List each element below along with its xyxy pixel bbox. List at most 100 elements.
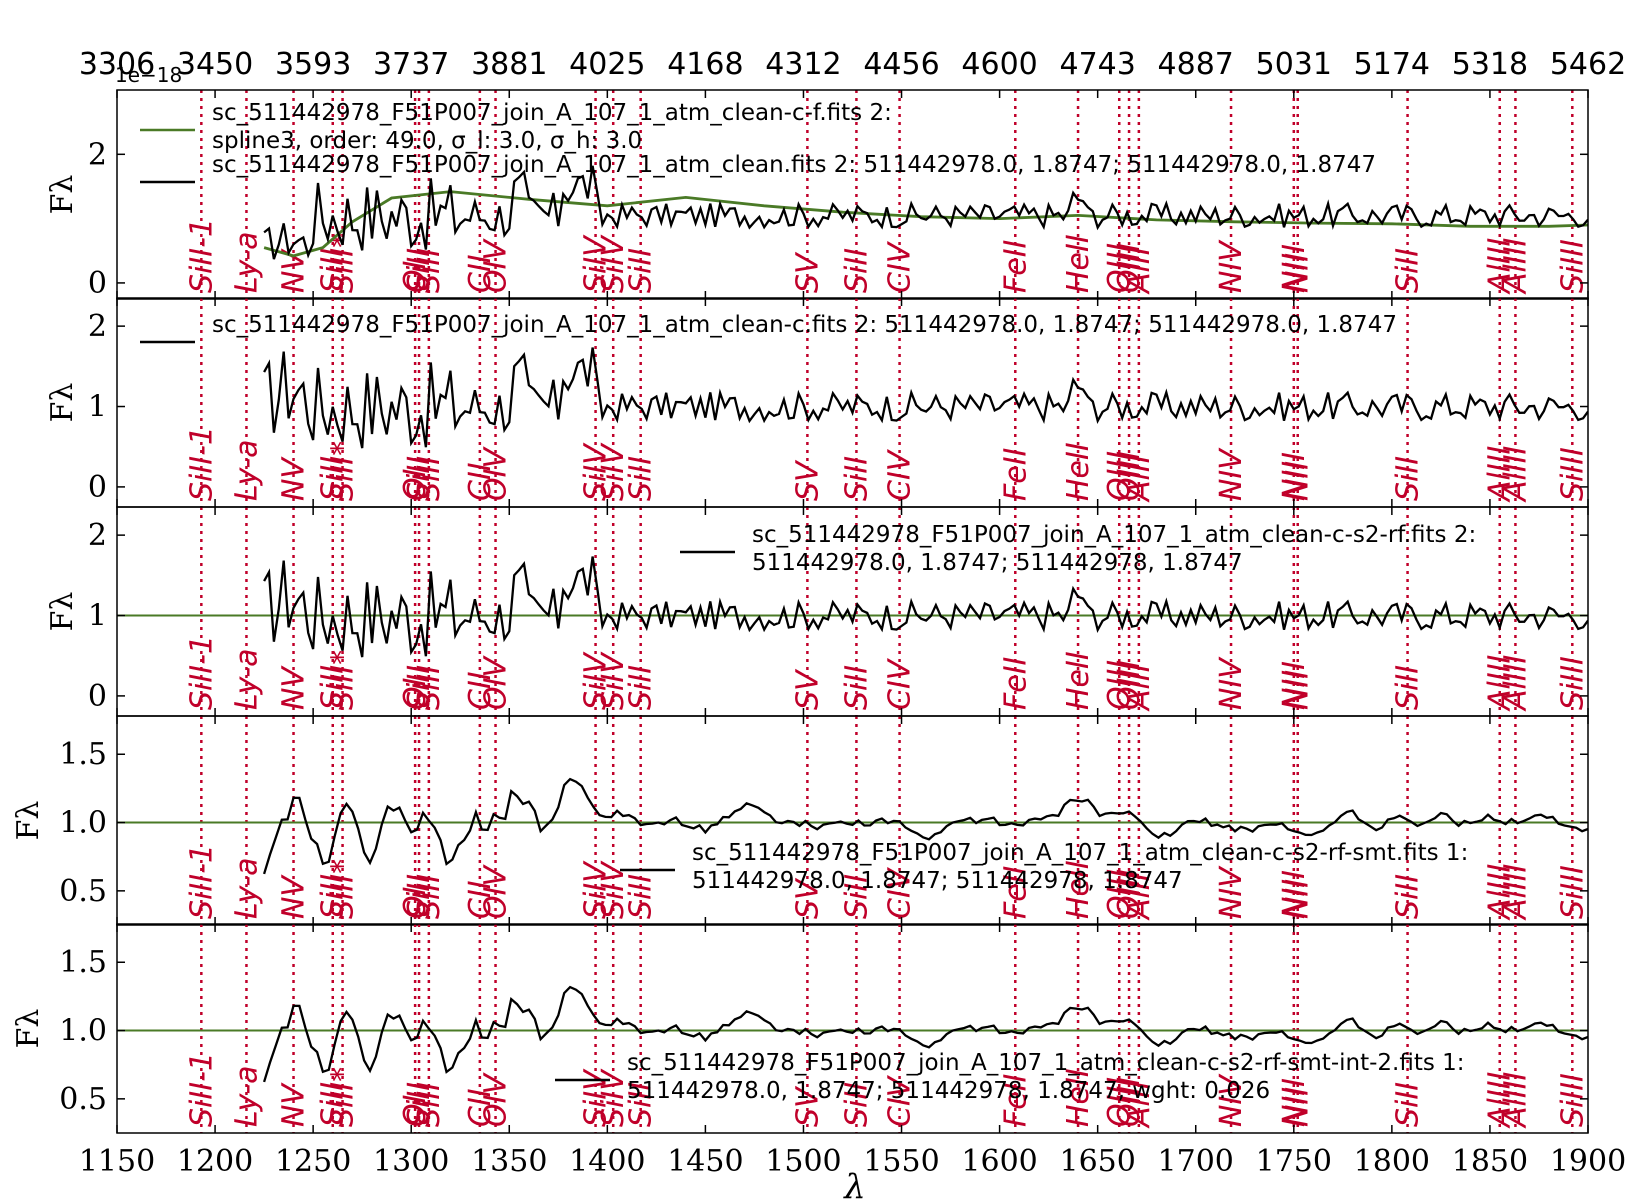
line-label-SiIV: SiIV	[579, 234, 614, 293]
line-label-SiII-1: SiII-1	[184, 218, 219, 293]
line-label-SiIII: SiIII	[1555, 1073, 1590, 1127]
line-label-OI: OI	[398, 468, 433, 501]
y-axis-label: Fλ	[11, 1009, 46, 1049]
line-label-HeII: HeII	[1061, 234, 1096, 293]
line-label-CII: CII	[463, 462, 498, 501]
line-label-SiII: SiII	[402, 665, 437, 710]
y-tick-label: 0.5	[59, 1082, 107, 1117]
x-tick-label: 1900	[1550, 1144, 1626, 1179]
top-x-tick-label: 4743	[1059, 47, 1135, 82]
line-label-NII: NII	[1281, 253, 1316, 293]
line-label-OIII: OIII	[1102, 451, 1137, 501]
line-label-AlIII: AlIII	[1498, 1071, 1533, 1129]
legend-label: sc_511442978_F51P007_join_A_107_1_atm_cl…	[212, 312, 1397, 338]
top-x-tick-label: 4312	[765, 47, 841, 82]
x-tick-label: 1650	[1059, 1144, 1135, 1179]
x-tick-label: 1200	[177, 1144, 253, 1179]
line-label-SiIV: SiIV	[596, 442, 631, 501]
y-tick-label: 2	[88, 137, 107, 172]
legend-label: sc_511442978_F51P007_join_A_107_1_atm_cl…	[212, 100, 892, 126]
line-label-SiII*: SiII*	[326, 441, 361, 501]
line-label-HeII: HeII	[1061, 860, 1096, 919]
spectrum-line	[263, 165, 1588, 260]
x-tick-label: 1350	[471, 1144, 547, 1179]
line-label-SiII: SiII	[1391, 456, 1426, 501]
x-axis-label: λ	[842, 1167, 866, 1200]
line-label-SiII: SiII	[402, 456, 437, 501]
line-label-SiII: SiII	[402, 1082, 437, 1127]
x-tick-label: 1800	[1354, 1144, 1430, 1179]
line-label-SiII: SiII	[624, 248, 659, 293]
line-label-AlII: AlII	[1122, 872, 1157, 921]
line-label-NII: NII	[1281, 879, 1316, 919]
y-tick-label: 1.5	[59, 945, 107, 980]
line-label-CIV: CIV	[883, 448, 918, 501]
line-label-CII: CII	[463, 880, 498, 919]
line-label-CIV: CIV	[883, 240, 918, 293]
line-label-NIII: NIII	[1277, 661, 1312, 710]
line-label-SiII-1: SiII-1	[184, 1052, 219, 1127]
line-label-OIV: OIV	[479, 238, 514, 293]
line-label-OI: OI	[398, 1094, 433, 1127]
line-label-SiII: SiII	[624, 1082, 659, 1127]
line-label-AlIII: AlIII	[1498, 863, 1533, 921]
line-label-NIII: NIII	[1277, 244, 1312, 293]
line-label-CIV: CIV	[883, 866, 918, 919]
line-label-OIII: OIII	[1102, 243, 1137, 293]
line-label-SiII-1: SiII-1	[184, 426, 219, 501]
spectrum-line	[263, 347, 1588, 449]
line-label-OIII: OIII	[1112, 869, 1147, 919]
legend-label-line2: spline3, order: 49.0, σ_l: 3.0, σ_h: 3.0	[212, 128, 642, 154]
y-axis-label: Fλ	[11, 801, 46, 841]
line-label-OI: OI	[398, 886, 433, 919]
line-label-Ly-a: Ly-a	[229, 648, 264, 710]
x-tick-label: 1150	[79, 1144, 155, 1179]
line-label-NIII: NIII	[1277, 1078, 1312, 1127]
line-label-SiII: SiII	[316, 248, 351, 293]
line-label-SiII-1: SiII-1	[184, 635, 219, 710]
line-label-OIII: OIII	[1112, 243, 1147, 293]
line-label-SiII: SiII	[316, 874, 351, 919]
line-label-CII: CII	[463, 254, 498, 293]
spectrum-line	[263, 556, 1588, 658]
y-axis-label: Fλ	[45, 383, 80, 423]
line-label-OIII: OIII	[1112, 660, 1147, 710]
line-label-OIV: OIV	[479, 655, 514, 710]
y-axis-label: Fλ	[45, 592, 80, 632]
line-label-FeII: FeII	[998, 447, 1033, 501]
line-label-FeII: FeII	[998, 1073, 1033, 1127]
line-label-SiII: SiII	[316, 1082, 351, 1127]
x-tick-label: 1450	[667, 1144, 743, 1179]
line-label-SiII: SiII	[412, 1082, 447, 1127]
y-tick-label: 2	[88, 309, 107, 344]
line-label-OIV: OIV	[479, 1072, 514, 1127]
line-label-SiII: SiII	[839, 456, 874, 501]
line-label-NIV: NIV	[1214, 656, 1249, 710]
line-label-AlIII: AlIII	[1498, 445, 1533, 503]
panel-frame	[116, 923, 1589, 1134]
top-x-tick-label: 4168	[667, 47, 743, 82]
line-label-SiII: SiII	[1391, 248, 1426, 293]
x-tick-label: 1250	[275, 1144, 351, 1179]
line-label-OIII: OIII	[1102, 660, 1137, 710]
top-x-tick-label: 5174	[1354, 47, 1430, 82]
line-label-SiIV: SiIV	[579, 860, 614, 919]
line-label-SiII: SiII	[402, 874, 437, 919]
line-label-SiIV: SiIV	[596, 1068, 631, 1127]
line-label-NV: NV	[277, 665, 312, 710]
line-label-NIII: NIII	[1277, 452, 1312, 501]
line-label-SiII: SiII	[839, 665, 874, 710]
line-label-NIV: NIV	[1214, 1073, 1249, 1127]
line-label-AlII: AlII	[1122, 454, 1157, 503]
line-label-SiIII: SiIII	[1555, 865, 1590, 919]
line-label-OIII: OIII	[1112, 1077, 1147, 1127]
line-label-Ly-a: Ly-a	[229, 439, 264, 501]
